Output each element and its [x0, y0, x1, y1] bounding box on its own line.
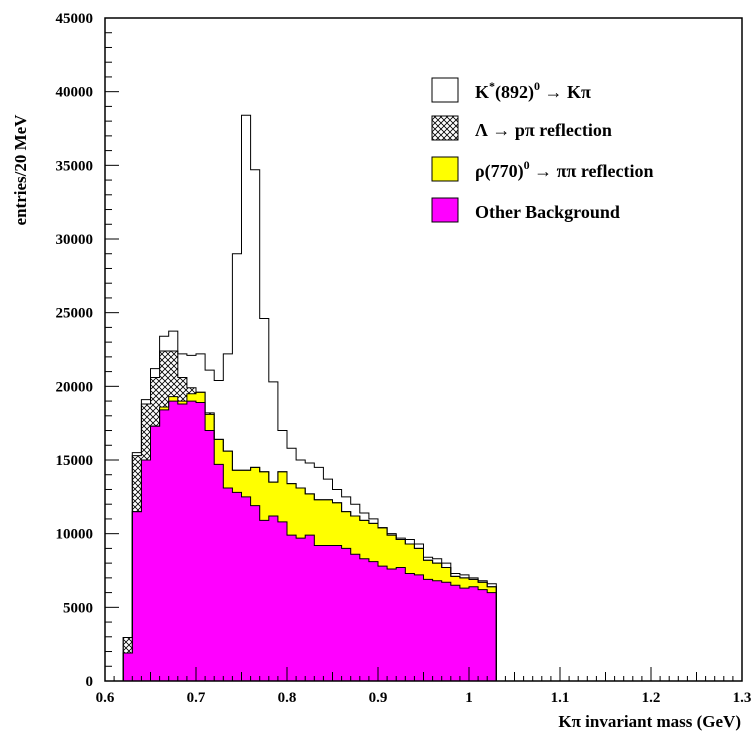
y-tick-label-9: 45000	[56, 11, 94, 27]
bar-other-26	[359, 558, 370, 681]
bar-other-3	[150, 426, 160, 681]
histogram-bars	[123, 115, 497, 682]
bar-other-37	[459, 588, 470, 681]
series-outlines	[122, 114, 497, 681]
x-tick-label-5: 1.1	[551, 690, 570, 706]
y-tick-label-6: 30000	[56, 232, 94, 248]
y-axis: 0 5000 10000 15000 20000 25000 30000 35000 40000…	[56, 11, 119, 690]
legend-swatch-other	[431, 197, 459, 223]
bar-other-2	[141, 460, 151, 681]
bar-other-10	[214, 464, 224, 681]
bar-other-24	[341, 548, 352, 681]
bar-kstar-12	[232, 253, 242, 682]
bar-other-29	[387, 569, 397, 681]
bar-other-20	[305, 535, 315, 681]
y-tick-label-5: 25000	[56, 306, 94, 322]
y-tick-label-0: 0	[86, 674, 94, 690]
bar-other-39	[478, 589, 488, 681]
bar-other-36	[450, 585, 461, 681]
outline-kstar	[122, 114, 497, 681]
bar-other-0	[123, 653, 133, 681]
bar-other-7	[186, 401, 197, 681]
y-tick-label-1: 5000	[63, 600, 93, 616]
outline-rho	[122, 391, 497, 681]
bar-other-1	[132, 511, 142, 681]
outline-other	[122, 400, 497, 681]
bar-other-14	[250, 505, 261, 681]
bar-other-15	[259, 520, 270, 681]
bar-other-27	[368, 561, 379, 681]
bar-kstar-14	[250, 169, 261, 681]
bar-other-19	[296, 538, 306, 681]
legend-swatch-kstar	[431, 77, 459, 103]
bar-other-35	[441, 582, 452, 681]
bar-other-18	[287, 535, 297, 681]
x-tick-label-6: 1.2	[642, 690, 661, 706]
bar-other-5	[168, 401, 179, 681]
x-tick-label-4: 1	[465, 690, 473, 706]
bar-other-40	[487, 592, 497, 681]
bar-other-4	[159, 409, 170, 681]
y-tick-label-7: 35000	[56, 158, 94, 174]
bar-other-31	[405, 573, 415, 681]
bar-other-11	[223, 487, 233, 681]
x-axis: 0.6 0.7 0.8 0.9 1 1.1 1.2 1.3	[96, 667, 752, 706]
bar-other-23	[332, 545, 342, 681]
bar-other-17	[277, 521, 288, 681]
legend-label-rho: ρ(770)0 → ππ reflection	[475, 158, 653, 182]
bar-other-25	[350, 554, 361, 681]
x-tick-label-3: 0.9	[369, 690, 388, 706]
bar-other-8	[196, 402, 206, 681]
x-axis-title: Kπ invariant mass (GeV)	[558, 712, 741, 731]
legend: K*(892)0 → Kπ Λ → pπ reflection ρ(770)0 …	[431, 77, 653, 223]
bar-other-21	[314, 545, 324, 681]
legend-label-other: Other Background	[475, 202, 620, 222]
bar-other-12	[232, 492, 242, 681]
legend-label-kstar: K*(892)0 → Kπ	[475, 79, 591, 103]
y-axis-title: entries/20 MeV	[11, 114, 30, 226]
bar-other-30	[396, 567, 406, 681]
x-tick-label-2: 0.8	[278, 690, 297, 706]
y-tick-label-4: 20000	[56, 379, 94, 395]
bar-other-16	[268, 515, 279, 681]
y-tick-label-3: 15000	[56, 453, 94, 469]
legend-swatch-lambda	[431, 115, 459, 141]
bar-other-22	[323, 545, 333, 681]
bar-other-6	[177, 404, 188, 681]
bar-other-33	[423, 579, 433, 681]
bar-other-28	[378, 566, 388, 681]
bar-other-13	[241, 496, 251, 681]
bar-kstar-13	[241, 115, 251, 682]
x-tick-label-0: 0.6	[96, 690, 115, 706]
x-tick-label-7: 1.3	[733, 690, 752, 706]
y-tick-label-8: 40000	[56, 85, 94, 101]
legend-swatch-rho	[431, 156, 459, 182]
y-tick-label-2: 10000	[56, 527, 94, 543]
bar-other-38	[469, 586, 479, 681]
legend-label-lambda: Λ → pπ reflection	[475, 120, 612, 140]
bar-other-9	[205, 430, 215, 681]
x-tick-label-1: 0.7	[187, 690, 206, 706]
bar-other-32	[414, 574, 424, 681]
bar-other-34	[432, 580, 443, 681]
